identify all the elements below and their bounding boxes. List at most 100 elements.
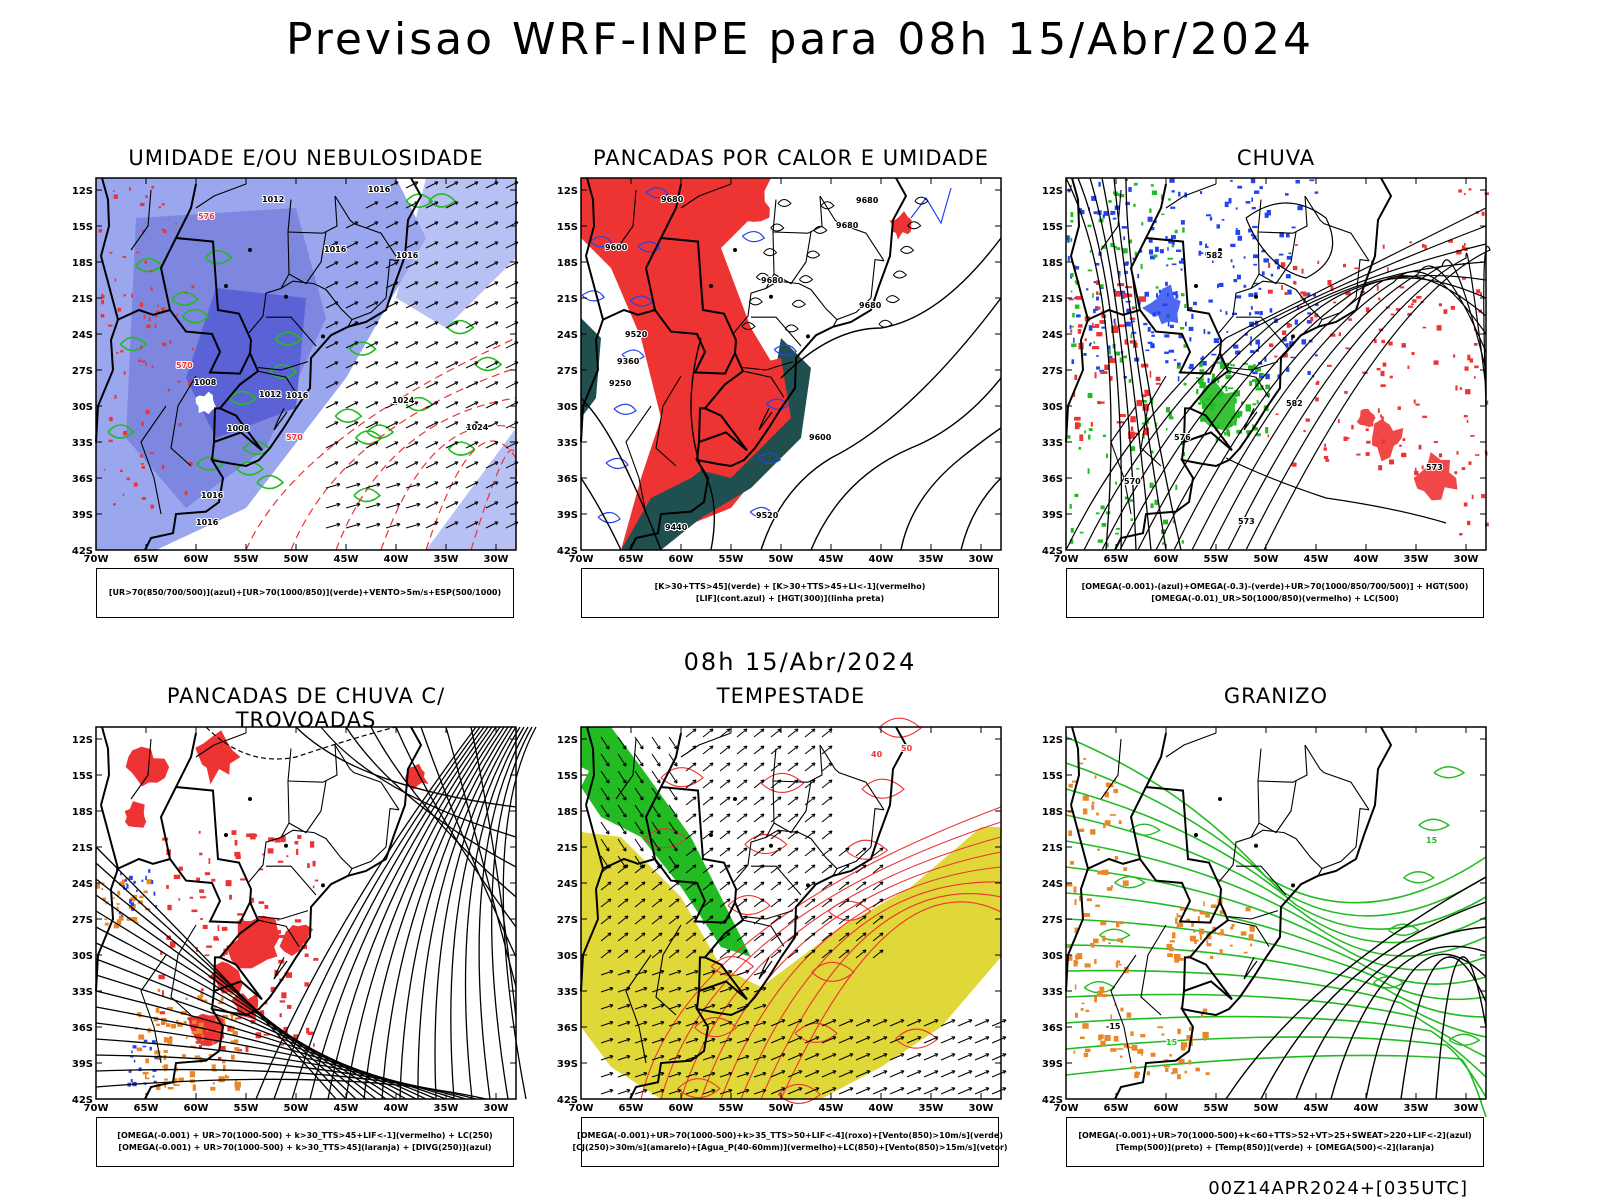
wind-arrowhead xyxy=(798,1053,803,1058)
wind-arrowhead xyxy=(828,745,833,750)
wind-arrow xyxy=(485,421,499,429)
thunder-red-speckle xyxy=(277,1036,281,1038)
omega-red-speckle xyxy=(1433,441,1439,444)
country-border xyxy=(174,732,263,1000)
wind-arrow xyxy=(634,770,644,784)
lat-tick-label: 18S xyxy=(557,807,578,818)
wind-arrow xyxy=(600,898,612,908)
wind-arrow xyxy=(617,1038,631,1044)
wind-arrow xyxy=(872,864,884,874)
wind-arrowhead xyxy=(396,482,401,487)
map-chuva: 58257657057357358212S15S18S21S24S27S30S3… xyxy=(1042,177,1491,565)
wind-arrow xyxy=(445,421,459,429)
wind-arrow xyxy=(906,1036,922,1044)
lat-tick-label: 15S xyxy=(1042,771,1063,782)
rh-low-contour xyxy=(119,336,148,352)
wind-arrow xyxy=(787,1070,803,1078)
wind-arrowhead xyxy=(985,1087,990,1092)
thunder-orange-speckle xyxy=(230,1026,235,1033)
wind-arrow xyxy=(485,221,499,229)
divergence-speckle xyxy=(133,880,136,884)
lon-tick-label: 30W xyxy=(969,1103,994,1114)
wind-arrow xyxy=(465,241,479,249)
wind-arrow xyxy=(753,1021,767,1027)
wind-arrowhead xyxy=(673,847,678,852)
thickness-speckle xyxy=(188,461,193,466)
temp850-contour xyxy=(1065,1015,1487,1078)
omega-blue-speckle xyxy=(1208,299,1213,303)
wind-arrowhead xyxy=(643,986,648,991)
omega-blue-speckle xyxy=(1118,270,1121,277)
divergence-speckle xyxy=(126,884,129,889)
state-border xyxy=(257,361,309,371)
omega-green-speckle xyxy=(1130,333,1133,339)
omega500-speckle xyxy=(1100,921,1107,926)
wind-arrowhead xyxy=(474,201,479,206)
wind-arrowhead xyxy=(396,522,401,527)
wind-arrowhead xyxy=(728,969,733,974)
wind-arrow xyxy=(821,1053,837,1061)
wind-arrow xyxy=(685,864,697,874)
omega-red-speckle xyxy=(1324,443,1327,448)
wind-arrow xyxy=(385,503,401,509)
wind-arrowhead xyxy=(624,898,629,903)
streamline xyxy=(464,726,525,1100)
wind-arrow xyxy=(787,932,799,942)
omega-blue-speckle xyxy=(1125,321,1131,327)
wind-arrowhead xyxy=(832,1053,837,1058)
omega-red-speckle xyxy=(1381,339,1385,344)
wind-arrow xyxy=(702,881,714,891)
wind-arrow xyxy=(804,898,816,908)
omega-red-speckle xyxy=(1424,244,1427,250)
contour-label: 1016 xyxy=(196,518,219,527)
wind-arrowhead xyxy=(900,1019,905,1024)
wind-arrow xyxy=(821,898,833,908)
wind-arrowhead xyxy=(675,898,680,903)
omega500-speckle xyxy=(1141,1054,1143,1056)
country-border xyxy=(1129,237,1221,375)
wind-arrowhead xyxy=(694,1037,699,1042)
wind-arrow xyxy=(325,321,339,329)
omega-blue-speckle xyxy=(1230,259,1233,263)
wind-arrow xyxy=(668,1055,682,1061)
omega500-speckle xyxy=(1091,801,1095,805)
omega-green-speckle xyxy=(1074,493,1079,498)
omega-red-speckle xyxy=(1413,399,1416,404)
wind-arrowhead xyxy=(815,1036,820,1041)
legend-line: [Temp(500)](preto) + [Temp(850)](verde) … xyxy=(1115,1143,1435,1152)
wind-arrow xyxy=(634,987,648,993)
omega-green-speckle xyxy=(1247,365,1254,370)
lon-tick-label: 40W xyxy=(869,1103,894,1114)
lif-contour xyxy=(581,290,605,302)
wind-arrow xyxy=(405,361,419,369)
thunder-orange-speckle xyxy=(200,1056,203,1063)
wind-arrow xyxy=(702,1004,716,1010)
streamline xyxy=(95,1068,477,1100)
wind-arrowhead xyxy=(815,1087,820,1092)
temp850-contour xyxy=(1065,969,1487,1038)
wind-arrow xyxy=(838,864,850,874)
omega-red-speckle xyxy=(1399,444,1402,447)
omega500-speckle xyxy=(1097,870,1103,875)
wind-arrowhead xyxy=(726,745,731,750)
omega-blue-speckle xyxy=(1132,320,1135,323)
omega-green-speckle xyxy=(1224,431,1227,436)
omega-red-speckle xyxy=(1410,303,1414,306)
wind-arrowhead xyxy=(454,181,459,186)
wind-arrow xyxy=(365,503,381,509)
omega-blue-speckle xyxy=(1074,266,1080,270)
wind-arrow xyxy=(736,745,748,755)
streamline xyxy=(95,942,397,1100)
main-title: Previsao WRF-INPE para 08h 15/Abr/2024 xyxy=(285,14,1314,65)
omega-green-speckle xyxy=(1210,378,1214,383)
wind-arrow xyxy=(821,1036,837,1044)
omega-green-speckle xyxy=(1141,222,1144,226)
wind-arrow xyxy=(345,503,361,509)
thunder-orange-speckle xyxy=(135,921,139,924)
wind-arrow xyxy=(634,898,646,908)
omega500-speckle xyxy=(1175,917,1178,924)
omega-blue-speckle xyxy=(1207,377,1210,383)
omega-blue-speckle xyxy=(1235,229,1241,235)
thunder-red-speckle xyxy=(240,878,246,881)
wind-arrowhead xyxy=(866,1087,871,1092)
